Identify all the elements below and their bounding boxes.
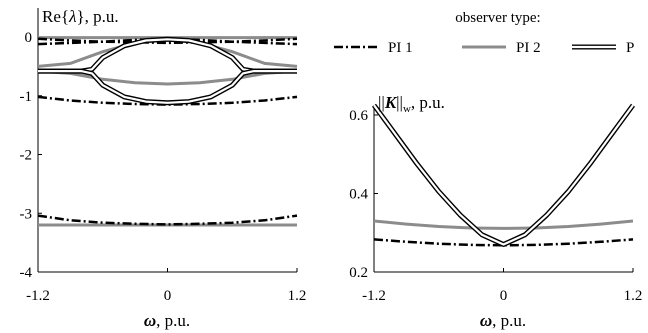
left-series-pi1-0 xyxy=(37,95,298,106)
right-ticks: 0.6 0.4 0.2 -1.2 0 1.2 xyxy=(349,108,642,304)
left-series-p-8-outer xyxy=(38,36,297,74)
left-panel: 0 -1 -2 -3 -4 -1.2 0 1.2 Re{λ}, p.u. ω, p.u. xyxy=(20,7,307,330)
right-y-label: ||K||w, p.u. xyxy=(378,93,445,115)
left-y-tick-label: -2 xyxy=(20,148,33,164)
left-series-pi1-3 xyxy=(37,37,298,46)
right-series-pi1-0 xyxy=(373,238,634,247)
right-y-tick-label: 0.6 xyxy=(349,108,368,124)
left-series-pi1-1 xyxy=(37,214,298,226)
legend-item-pi2: PI 2 xyxy=(462,40,541,56)
right-series xyxy=(371,103,636,247)
right-x-tick-label: 1.2 xyxy=(624,288,643,304)
right-x-tick-label: -1.2 xyxy=(362,288,386,304)
left-series-p-9-inner xyxy=(38,69,297,104)
right-series-p-2-inner xyxy=(373,104,634,246)
left-series-pi2-6 xyxy=(37,69,298,86)
legend-item-pi1: PI 1 xyxy=(334,40,413,56)
right-series-pi2-1 xyxy=(373,219,634,230)
right-y-tick-label: 0.4 xyxy=(349,187,368,203)
legend-item-p: P xyxy=(572,40,634,56)
left-y-label: Re{λ}, p.u. xyxy=(42,7,119,26)
left-y-tick-label: -1 xyxy=(20,89,33,105)
legend-title: observer type: xyxy=(455,10,540,26)
right-x-tick-label: 0 xyxy=(500,288,508,304)
legend: observer type: PI 1 PI 2 P xyxy=(334,10,634,56)
left-x-tick-label: 1.2 xyxy=(288,288,307,304)
right-y-tick-label: 0.2 xyxy=(349,265,368,281)
left-y-tick-label: -4 xyxy=(20,265,33,281)
left-series xyxy=(37,36,298,227)
right-panel: 0.6 0.4 0.2 -1.2 0 1.2 ||K||w, p.u. ω, p.u. xyxy=(349,93,642,330)
left-x-tick-label: -1.2 xyxy=(26,288,50,304)
left-ticks: 0 -1 -2 -3 -4 -1.2 0 1.2 xyxy=(20,30,307,304)
right-x-label: ω, p.u. xyxy=(480,311,526,330)
left-x-label: ω, p.u. xyxy=(144,311,190,330)
left-series-p-8-inner xyxy=(38,38,297,73)
left-y-tick-label: -3 xyxy=(20,206,33,222)
legend-label-pi2: PI 2 xyxy=(516,40,541,56)
left-y-tick-label: 0 xyxy=(25,30,33,46)
legend-label-p: P xyxy=(626,40,634,56)
legend-label-pi1: PI 1 xyxy=(388,40,413,56)
left-x-tick-label: 0 xyxy=(164,288,172,304)
